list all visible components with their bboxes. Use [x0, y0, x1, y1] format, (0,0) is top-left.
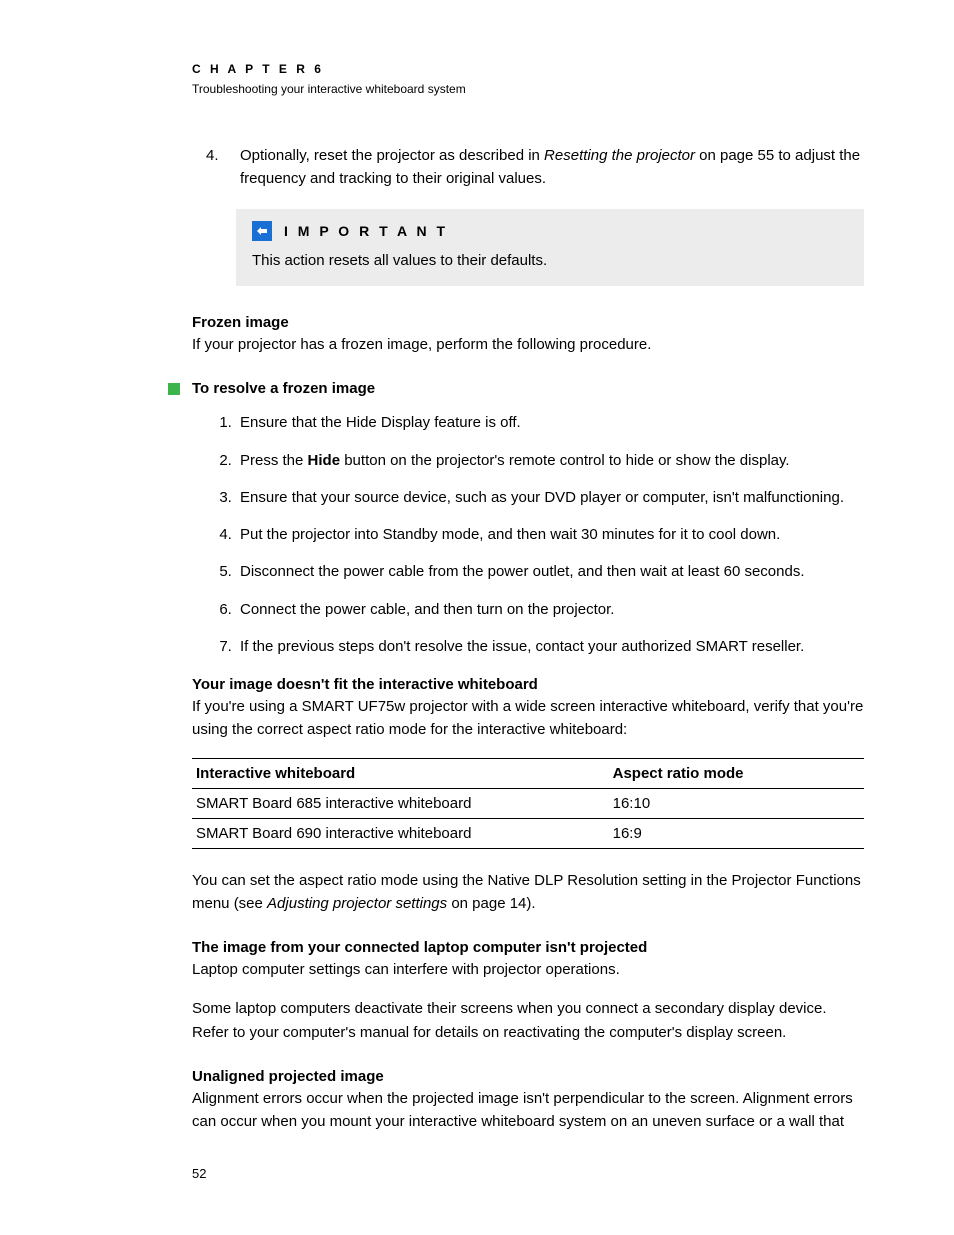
- procedure-step-2-bold: Hide: [308, 452, 341, 469]
- laptop-p2: Some laptop computers deactivate their s…: [192, 997, 864, 1044]
- unaligned-body: Alignment errors occur when the projecte…: [192, 1087, 864, 1134]
- laptop-p1: Laptop computer settings can interfere w…: [192, 958, 864, 981]
- chapter-subtitle: Troubleshooting your interactive whitebo…: [192, 82, 864, 96]
- procedure-step-7: If the previous steps don't resolve the …: [236, 635, 864, 658]
- unaligned-heading: Unaligned projected image: [192, 1068, 864, 1085]
- frozen-image-heading: Frozen image: [192, 314, 864, 331]
- callout-body: This action resets all values to their d…: [252, 250, 848, 273]
- aspect-note: You can set the aspect ratio mode using …: [192, 869, 864, 916]
- step-4: Optionally, reset the projector as descr…: [236, 144, 864, 191]
- procedure-head-row: To resolve a frozen image: [192, 380, 864, 397]
- aspect-ratio-table: Interactive whiteboard Aspect ratio mode…: [192, 758, 864, 849]
- procedure-step-2: Press the Hide button on the projector's…: [236, 449, 864, 472]
- table-r1c1: SMART Board 685 interactive whiteboard: [192, 788, 609, 818]
- procedure-step-2-pre: Press the: [240, 452, 308, 469]
- procedure-steps: Ensure that the Hide Display feature is …: [192, 411, 864, 658]
- important-callout: I M P O R T A N T This action resets all…: [236, 209, 864, 287]
- procedure-step-3: Ensure that your source device, such as …: [236, 486, 864, 509]
- procedure-bullet-icon: [168, 383, 180, 395]
- page-number: 52: [192, 1166, 206, 1181]
- frozen-image-intro: If your projector has a frozen image, pe…: [192, 333, 864, 356]
- procedure-step-4: Put the projector into Standby mode, and…: [236, 523, 864, 546]
- step-4-ref: Resetting the projector: [544, 147, 695, 164]
- table-row: SMART Board 685 interactive whiteboard 1…: [192, 788, 864, 818]
- procedure-step-1: Ensure that the Hide Display feature is …: [236, 411, 864, 434]
- procedure-step-2-post: button on the projector's remote control…: [340, 452, 790, 469]
- aspect-note-ref: Adjusting projector settings: [267, 895, 447, 912]
- step-list-continued: Optionally, reset the projector as descr…: [192, 144, 864, 191]
- procedure-step-6: Connect the power cable, and then turn o…: [236, 598, 864, 621]
- laptop-heading: The image from your connected laptop com…: [192, 939, 864, 956]
- callout-title: I M P O R T A N T: [284, 221, 448, 242]
- table-col1-header: Interactive whiteboard: [192, 758, 609, 788]
- step-4-pre: Optionally, reset the projector as descr…: [240, 147, 544, 164]
- important-icon: [252, 221, 272, 241]
- callout-head: I M P O R T A N T: [252, 221, 848, 242]
- procedure-heading: To resolve a frozen image: [192, 380, 864, 397]
- aspect-note-post: on page 14).: [447, 895, 535, 912]
- table-r2c2: 16:9: [609, 818, 864, 848]
- table-col2-header: Aspect ratio mode: [609, 758, 864, 788]
- table-r1c2: 16:10: [609, 788, 864, 818]
- page: C H A P T E R 6 Troubleshooting your int…: [0, 0, 954, 1235]
- table-r2c1: SMART Board 690 interactive whiteboard: [192, 818, 609, 848]
- procedure-step-5: Disconnect the power cable from the powe…: [236, 560, 864, 583]
- chapter-label: C H A P T E R 6: [192, 62, 864, 76]
- table-row: SMART Board 690 interactive whiteboard 1…: [192, 818, 864, 848]
- fit-intro: If you're using a SMART UF75w projector …: [192, 695, 864, 742]
- table-header-row: Interactive whiteboard Aspect ratio mode: [192, 758, 864, 788]
- fit-heading: Your image doesn't fit the interactive w…: [192, 676, 864, 693]
